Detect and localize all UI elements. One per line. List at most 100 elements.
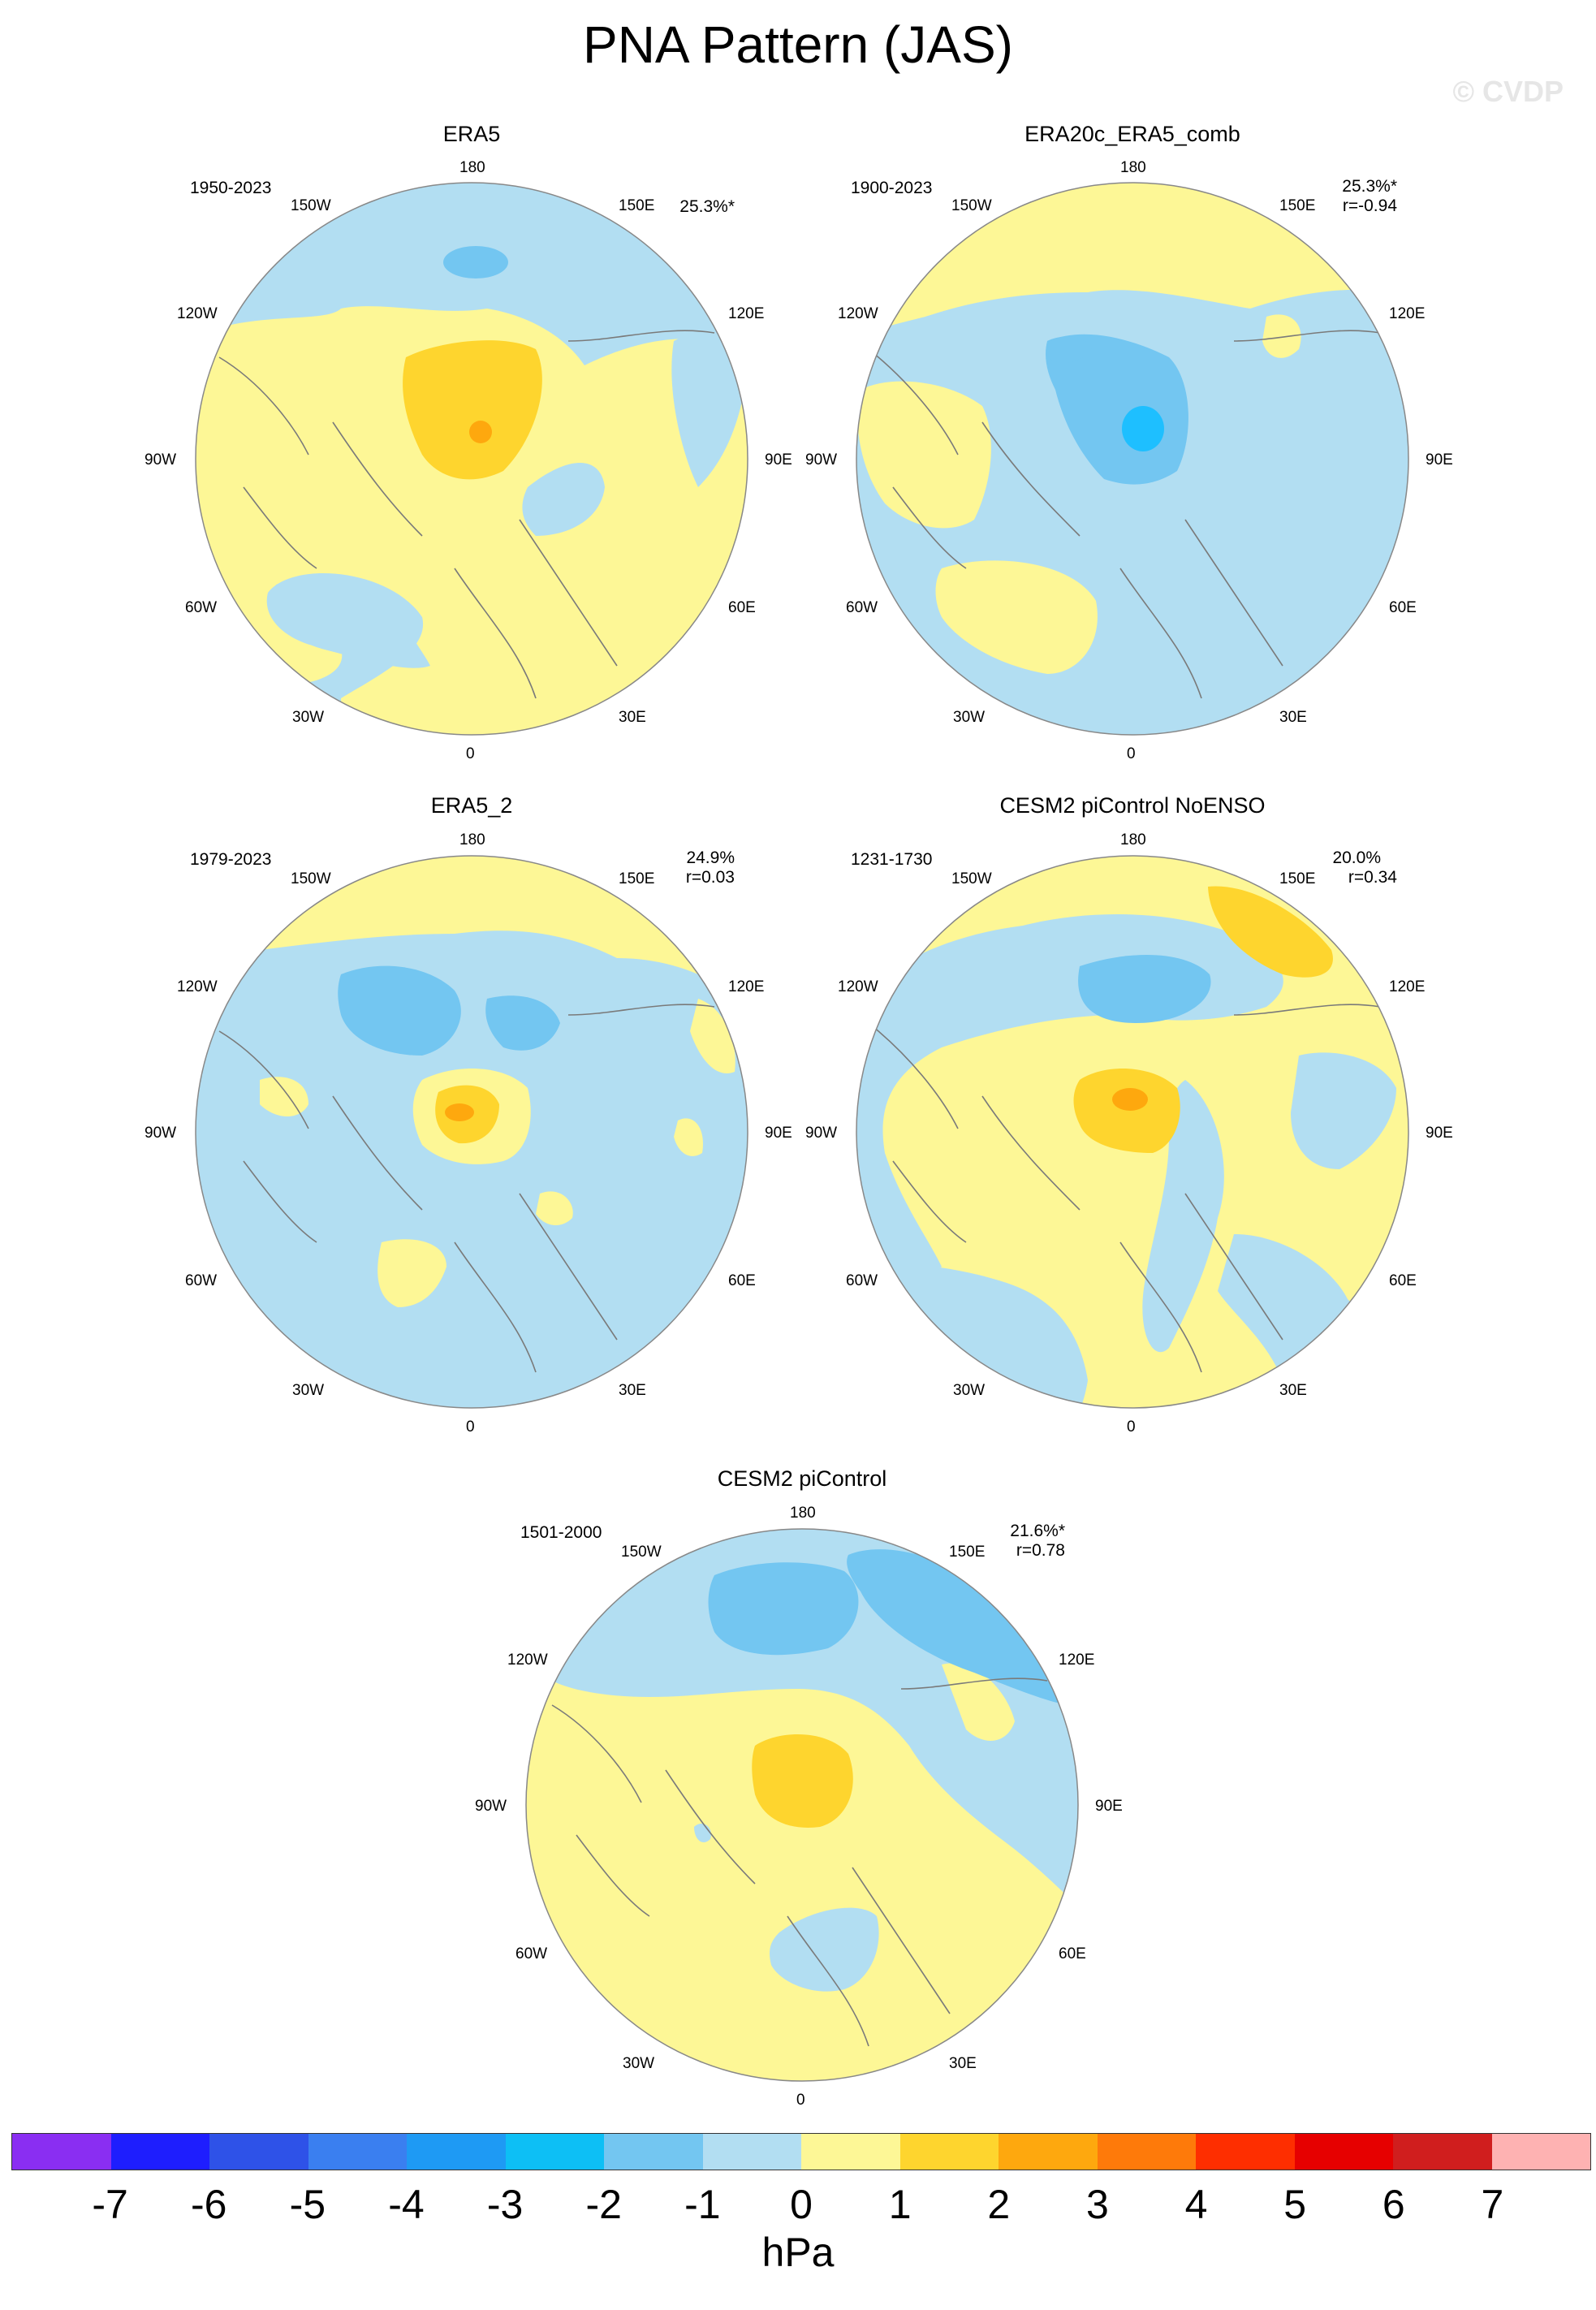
lon-label-60w: 60W xyxy=(846,1272,878,1289)
panel-correlation: r=0.78 xyxy=(1016,1541,1065,1560)
colorbar-tick-label: 1 xyxy=(888,2182,912,2227)
colorbar-swatch xyxy=(999,2134,1098,2170)
field-neg1 xyxy=(522,463,605,536)
field-pos3 xyxy=(445,1103,474,1121)
lon-label-30e: 30E xyxy=(619,1382,646,1399)
panel-title: CESM2 piControl xyxy=(717,1466,887,1491)
colorbar-tick-label: 2 xyxy=(987,2182,1011,2227)
colorbar-swatch xyxy=(1491,2134,1590,2170)
lon-label-150e: 150E xyxy=(619,870,655,887)
colorbar-swatch xyxy=(407,2134,506,2170)
colorbar-swatch xyxy=(505,2134,604,2170)
field-pos1 xyxy=(536,1191,573,1226)
field-pos1 xyxy=(674,1118,703,1156)
lon-label-0: 0 xyxy=(1127,1418,1136,1436)
lon-label-120e: 120E xyxy=(1059,1652,1095,1669)
panel-title: ERA20c_ERA5_comb xyxy=(1024,122,1240,146)
polar-map xyxy=(856,855,1409,1409)
colorbar-swatch xyxy=(12,2134,111,2170)
field-neg1 xyxy=(1142,1080,1224,1353)
field-neg2 xyxy=(847,1549,1072,1705)
lon-label-120e: 120E xyxy=(1389,978,1426,995)
panel-variance: 21.6%* xyxy=(1010,1522,1065,1540)
panel-years: 1900-2023 xyxy=(851,179,933,197)
colorbar-tick-label: 3 xyxy=(1085,2182,1109,2227)
field-pos1 xyxy=(942,1663,1015,1741)
colorbar-tick-label: 0 xyxy=(790,2182,813,2227)
lon-label-60e: 60E xyxy=(728,599,756,616)
field-pos2 xyxy=(403,340,542,480)
polar-map xyxy=(195,855,748,1409)
lon-label-120w: 120W xyxy=(507,1652,548,1669)
lon-label-90w: 90W xyxy=(805,1125,838,1142)
field-pos1 xyxy=(857,381,991,529)
map-outline xyxy=(856,182,1409,736)
lon-label-180: 180 xyxy=(459,159,485,176)
panel-variance: 24.9% xyxy=(686,848,735,867)
lon-label-0: 0 xyxy=(1127,745,1136,762)
lon-label-150w: 150W xyxy=(291,870,331,887)
lon-label-60e: 60E xyxy=(1059,1945,1086,1962)
polar-map xyxy=(856,182,1409,736)
colorbar-swatch xyxy=(801,2134,900,2170)
lon-label-30w: 30W xyxy=(292,709,325,726)
lon-label-180: 180 xyxy=(1120,159,1146,176)
lon-label-90w: 90W xyxy=(145,451,177,468)
panel-years: 1950-2023 xyxy=(190,179,272,197)
lon-label-90e: 90E xyxy=(1095,1798,1123,1815)
lon-label-150w: 150W xyxy=(621,1544,662,1561)
field-neg1 xyxy=(274,576,430,668)
colorbar-tick-label: -7 xyxy=(92,2182,128,2227)
colorbar-swatch xyxy=(604,2134,703,2170)
lon-label-180: 180 xyxy=(790,1505,816,1522)
field-neg1 xyxy=(1291,1052,1396,1169)
lon-label-150w: 150W xyxy=(951,197,992,214)
lon-label-30e: 30E xyxy=(949,2055,977,2072)
lon-label-150e: 150E xyxy=(949,1544,986,1561)
polar-map xyxy=(195,182,748,736)
field-pos1 xyxy=(1262,314,1301,358)
field-pos1 xyxy=(377,1239,446,1307)
lon-label-150w: 150W xyxy=(951,870,992,887)
colorbar-tick-label: -3 xyxy=(486,2182,524,2227)
map-outline xyxy=(856,855,1409,1409)
lon-label-60e: 60E xyxy=(1389,599,1417,616)
colorbar-tick-label: 6 xyxy=(1382,2182,1405,2227)
colorbar-swatch xyxy=(308,2134,407,2170)
lon-label-90e: 90E xyxy=(765,1125,792,1142)
lon-label-90w: 90W xyxy=(475,1798,507,1815)
lon-label-150e: 150E xyxy=(1279,197,1316,214)
colorbar-swatch xyxy=(110,2134,209,2170)
lon-label-90e: 90E xyxy=(765,451,792,468)
lon-label-30e: 30E xyxy=(1279,709,1307,726)
colorbar-tick-label: 7 xyxy=(1481,2182,1504,2227)
panel-title: ERA5_2 xyxy=(430,793,513,818)
field-neg2 xyxy=(708,1562,859,1656)
panel-years: 1501-2000 xyxy=(520,1523,602,1542)
colorbar-tick-label: -6 xyxy=(191,2182,227,2227)
lon-label-120w: 120W xyxy=(838,305,878,322)
lon-label-0: 0 xyxy=(466,1418,475,1436)
field-pos1 xyxy=(690,999,735,1073)
colorbar-swatch xyxy=(1097,2134,1196,2170)
field-neg1 xyxy=(770,1907,879,1992)
lon-label-150w: 150W xyxy=(291,197,331,214)
lon-label-180: 180 xyxy=(459,831,485,848)
lon-label-60e: 60E xyxy=(1389,1272,1417,1289)
colorbar-swatch xyxy=(1393,2134,1492,2170)
colorbar-tick-label: -1 xyxy=(684,2182,721,2227)
colorbar-tick-label: 4 xyxy=(1184,2182,1208,2227)
colorbar-units: hPa xyxy=(761,2230,835,2275)
field-pos3 xyxy=(1112,1088,1148,1111)
field-neg2 xyxy=(443,246,508,278)
field-pos2 xyxy=(1208,886,1333,978)
lon-label-90w: 90W xyxy=(145,1125,177,1142)
colorbar-swatch xyxy=(899,2134,999,2170)
colorbar-tick-label: -2 xyxy=(585,2182,622,2227)
colorbar-swatch xyxy=(209,2134,308,2170)
field-neg2 xyxy=(1047,336,1092,363)
colorbar-tick-label: 5 xyxy=(1283,2182,1307,2227)
panel-title: ERA5 xyxy=(442,122,501,146)
colorbar-tick-label: -5 xyxy=(289,2182,326,2227)
